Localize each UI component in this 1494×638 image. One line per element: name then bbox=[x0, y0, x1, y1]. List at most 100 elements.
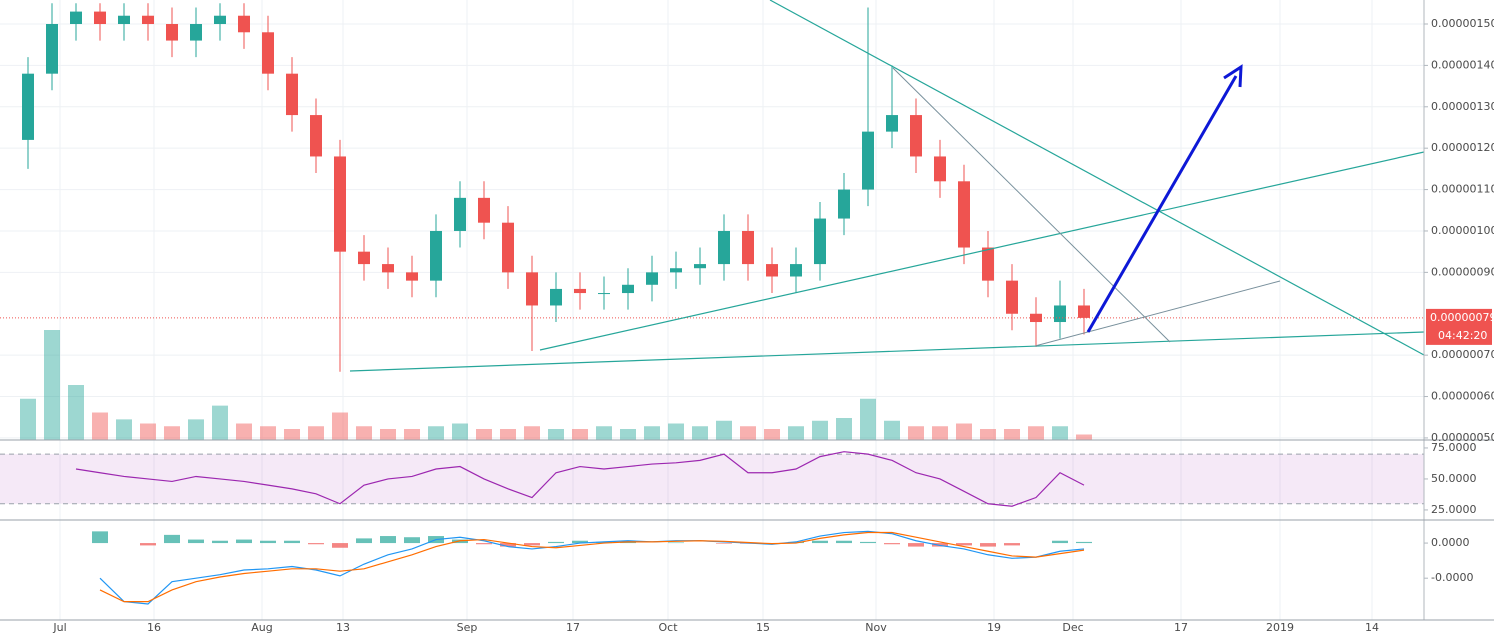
volume-bar bbox=[860, 398, 876, 440]
trend-line bbox=[349, 331, 1425, 372]
volume-bar bbox=[1052, 426, 1068, 440]
band-fill bbox=[0, 454, 1424, 504]
candle-body bbox=[166, 24, 178, 41]
candle-body bbox=[814, 218, 826, 265]
histogram-bar bbox=[860, 541, 876, 544]
volume-bar bbox=[764, 429, 780, 440]
candle-body bbox=[670, 268, 682, 273]
y-tick-label: 0.00000070 bbox=[1431, 348, 1494, 361]
x-tick-label: 13 bbox=[336, 621, 350, 634]
x-tick-label: 17 bbox=[566, 621, 580, 634]
y-tick-label: 0.00000130 bbox=[1431, 100, 1494, 113]
volume-bar bbox=[692, 426, 708, 440]
candle-body bbox=[718, 230, 730, 265]
volume-bar bbox=[1028, 426, 1044, 440]
indicator-line bbox=[99, 531, 1085, 603]
volume-bar bbox=[140, 423, 156, 440]
x-tick-label: Jul bbox=[52, 621, 66, 634]
candle-body bbox=[118, 15, 130, 25]
candle-body bbox=[958, 181, 970, 248]
volume-bar bbox=[380, 429, 396, 440]
volume-bar bbox=[428, 426, 444, 440]
volume-bar bbox=[212, 405, 228, 440]
volume-bar bbox=[476, 429, 492, 440]
candle-body bbox=[190, 24, 202, 41]
candle-body bbox=[310, 115, 322, 157]
volume-bar bbox=[932, 426, 948, 440]
histogram-bar bbox=[548, 541, 564, 544]
candle-body bbox=[478, 197, 490, 223]
y-tick-label: 0.00000110 bbox=[1431, 183, 1494, 196]
volume-bar bbox=[284, 429, 300, 440]
histogram-bar bbox=[476, 543, 492, 545]
candle-body bbox=[142, 15, 154, 25]
trend-line bbox=[892, 67, 1171, 343]
volume-bar bbox=[884, 420, 900, 440]
volume-bar bbox=[788, 426, 804, 440]
x-tick-label: 16 bbox=[147, 621, 161, 634]
histogram-bar bbox=[524, 543, 540, 546]
histogram-bar bbox=[1076, 541, 1092, 544]
indicator-line bbox=[99, 530, 1085, 605]
candle-body bbox=[70, 11, 82, 25]
volume-bar bbox=[644, 426, 660, 440]
histogram-bar bbox=[164, 534, 180, 544]
histogram-bar bbox=[92, 531, 108, 544]
trend-line bbox=[769, 0, 1425, 356]
candle-body bbox=[574, 288, 586, 294]
histogram-bar bbox=[812, 540, 828, 544]
histogram-bar bbox=[956, 543, 972, 546]
histogram-bar bbox=[404, 537, 420, 544]
candle-body bbox=[382, 264, 394, 273]
volume-bar bbox=[404, 429, 420, 440]
y-tick-label: 0.00000050 bbox=[1431, 431, 1494, 444]
histogram-bar bbox=[716, 543, 732, 544]
candle-body bbox=[982, 247, 994, 281]
y-tick-label: -0.0000 bbox=[1431, 571, 1473, 584]
candle-body bbox=[502, 222, 514, 273]
volume-bar bbox=[836, 418, 852, 440]
volume-bar bbox=[452, 423, 468, 440]
candle-body bbox=[526, 272, 538, 306]
histogram-bar bbox=[668, 542, 684, 544]
candle-body bbox=[22, 73, 34, 140]
volume-bar bbox=[164, 426, 180, 440]
histogram-bar bbox=[188, 539, 204, 544]
x-tick-label: 14 bbox=[1365, 621, 1379, 634]
candle-body bbox=[934, 156, 946, 182]
volume-bar bbox=[332, 412, 348, 440]
volume-bar bbox=[980, 429, 996, 440]
histogram-bar bbox=[212, 540, 228, 544]
y-tick-label: 0.00000140 bbox=[1431, 58, 1494, 71]
candle-body bbox=[454, 197, 466, 231]
y-tick-label: 0.00000150 bbox=[1431, 17, 1494, 30]
candle-body bbox=[1054, 305, 1066, 323]
volume-bar bbox=[1004, 429, 1020, 440]
y-tick-label: 25.0000 bbox=[1431, 503, 1477, 516]
x-tick-label: Aug bbox=[251, 621, 272, 634]
x-tick-label: 19 bbox=[987, 621, 1001, 634]
histogram-bar bbox=[140, 543, 156, 546]
candle-body bbox=[598, 293, 610, 295]
y-tick-label: 0.0000 bbox=[1431, 536, 1470, 549]
y-tick-label: 0.00000120 bbox=[1431, 141, 1494, 154]
candle-body bbox=[238, 15, 250, 33]
volume-bar bbox=[524, 426, 540, 440]
candle-body bbox=[910, 115, 922, 157]
histogram-bar bbox=[380, 536, 396, 544]
candle-body bbox=[430, 230, 442, 281]
forecast-arrow bbox=[1086, 75, 1238, 333]
candle-body bbox=[550, 288, 562, 306]
histogram-bar bbox=[332, 543, 348, 548]
plot-layer bbox=[0, 0, 1428, 620]
candle-body bbox=[334, 156, 346, 252]
trend-line bbox=[539, 151, 1425, 351]
volume-bar bbox=[356, 426, 372, 440]
candle-body bbox=[358, 251, 370, 265]
histogram-bar bbox=[1004, 543, 1020, 546]
candle-body bbox=[622, 284, 634, 294]
candle-body bbox=[1006, 280, 1018, 314]
candle-body bbox=[838, 189, 850, 219]
histogram-bar bbox=[284, 540, 300, 544]
